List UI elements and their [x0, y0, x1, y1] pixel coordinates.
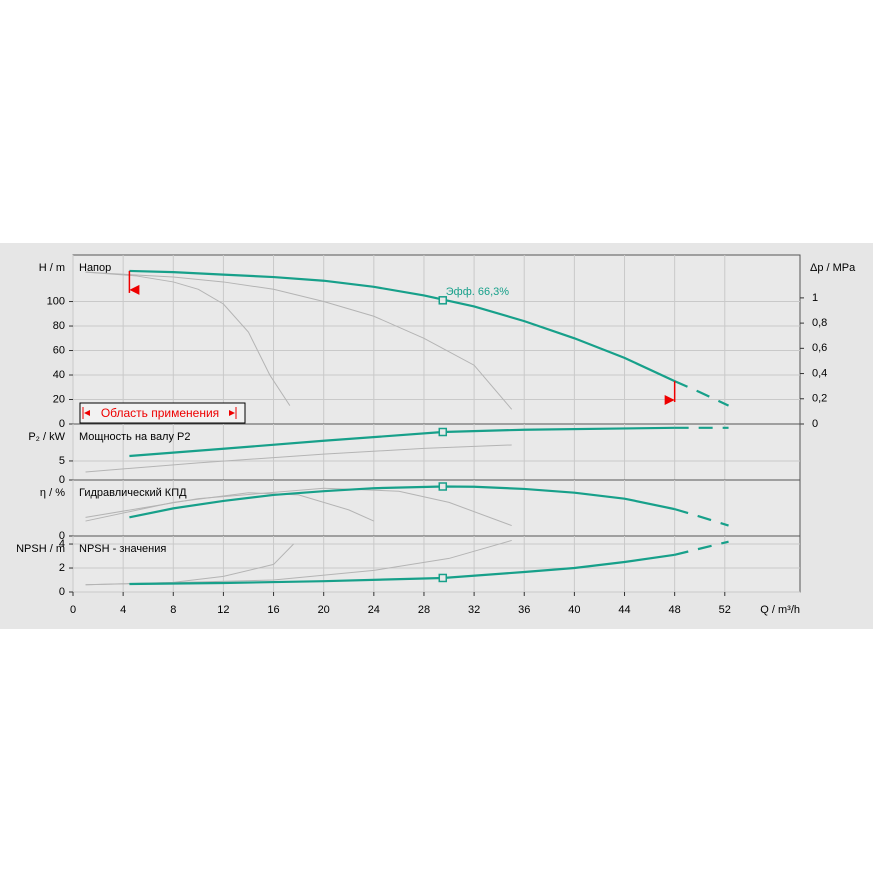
x-tick-label: 8: [170, 604, 176, 616]
operating-point: [438, 296, 448, 305]
y2-tick-label: 1: [812, 292, 818, 304]
x-tick-label: 32: [468, 604, 480, 616]
y-tick-label: 0: [59, 586, 65, 598]
reference-curve: [85, 271, 291, 406]
x-tick-label: 48: [669, 604, 681, 616]
plot-area: [72, 254, 801, 425]
x-tick-label: 12: [217, 604, 229, 616]
y2-axis-label: Δp / MPa: [810, 262, 856, 274]
operating-point: [438, 427, 448, 437]
x-tick-label: 4: [120, 604, 126, 616]
panel-title: Мощность на валу P2: [79, 431, 191, 443]
y-tick-label: 80: [53, 320, 65, 332]
x-tick-label: 36: [518, 604, 530, 616]
y2-tick-label: 0,6: [812, 342, 827, 354]
y-axis-label: H / m: [39, 262, 65, 274]
x-tick-label: 24: [368, 604, 380, 616]
x-tick-label: 28: [418, 604, 430, 616]
y2-tick-label: 0: [812, 418, 818, 430]
y2-tick-label: 0,8: [812, 317, 827, 329]
y-tick-label: 20: [53, 393, 65, 405]
y-tick-label: 60: [53, 344, 65, 356]
plot-area: [72, 479, 801, 537]
pump-curve: [674, 540, 729, 556]
y-tick-label: 0: [59, 530, 65, 542]
reference-curve: [85, 539, 512, 586]
pump-curve: [129, 553, 675, 586]
y-tick-label: 2: [59, 562, 65, 574]
y-tick-label: 4: [59, 538, 65, 550]
pump-curve: [129, 485, 675, 519]
x-tick-label: 40: [568, 604, 580, 616]
y-axis-label: P₂ / kW: [28, 431, 65, 443]
range-label: Область применения: [101, 406, 219, 420]
pump-curve: [674, 380, 730, 407]
x-tick-label: 0: [70, 604, 76, 616]
y-tick-label: 0: [59, 474, 65, 486]
reference-curve: [85, 271, 513, 410]
y-tick-label: 100: [47, 295, 65, 307]
y-axis-label: η / %: [40, 487, 65, 499]
range-flag: [129, 284, 140, 295]
pump-curve: [129, 269, 676, 383]
operating-point: [438, 482, 448, 491]
range-arrow: [84, 410, 90, 416]
y-tick-label: 40: [53, 369, 65, 381]
operating-point: [438, 573, 448, 583]
y-tick-label: 5: [59, 455, 65, 467]
y-axis-label: NPSH / m: [16, 543, 65, 555]
x-tick-label: 16: [267, 604, 279, 616]
x-axis-label: Q / m³/h: [760, 604, 800, 616]
y2-tick-label: 0,2: [812, 393, 827, 405]
pump-curve: [674, 508, 729, 527]
reference-curve: [85, 444, 512, 473]
x-tick-label: 44: [618, 604, 630, 616]
x-tick-label: 20: [318, 604, 330, 616]
range-arrow: [229, 410, 235, 416]
y2-tick-label: 0,4: [812, 367, 827, 379]
pump-curve: [129, 426, 675, 458]
panel-title: NPSH - значения: [79, 543, 166, 555]
y-tick-label: 0: [59, 418, 65, 430]
x-tick-label: 52: [719, 604, 731, 616]
annotation: Эфф. 66,3%: [446, 286, 510, 298]
range-box: [79, 402, 246, 424]
panel-title: Гидравлический КПД: [79, 487, 187, 499]
range-flag: [664, 395, 675, 405]
panel-title: Напор: [79, 262, 111, 274]
